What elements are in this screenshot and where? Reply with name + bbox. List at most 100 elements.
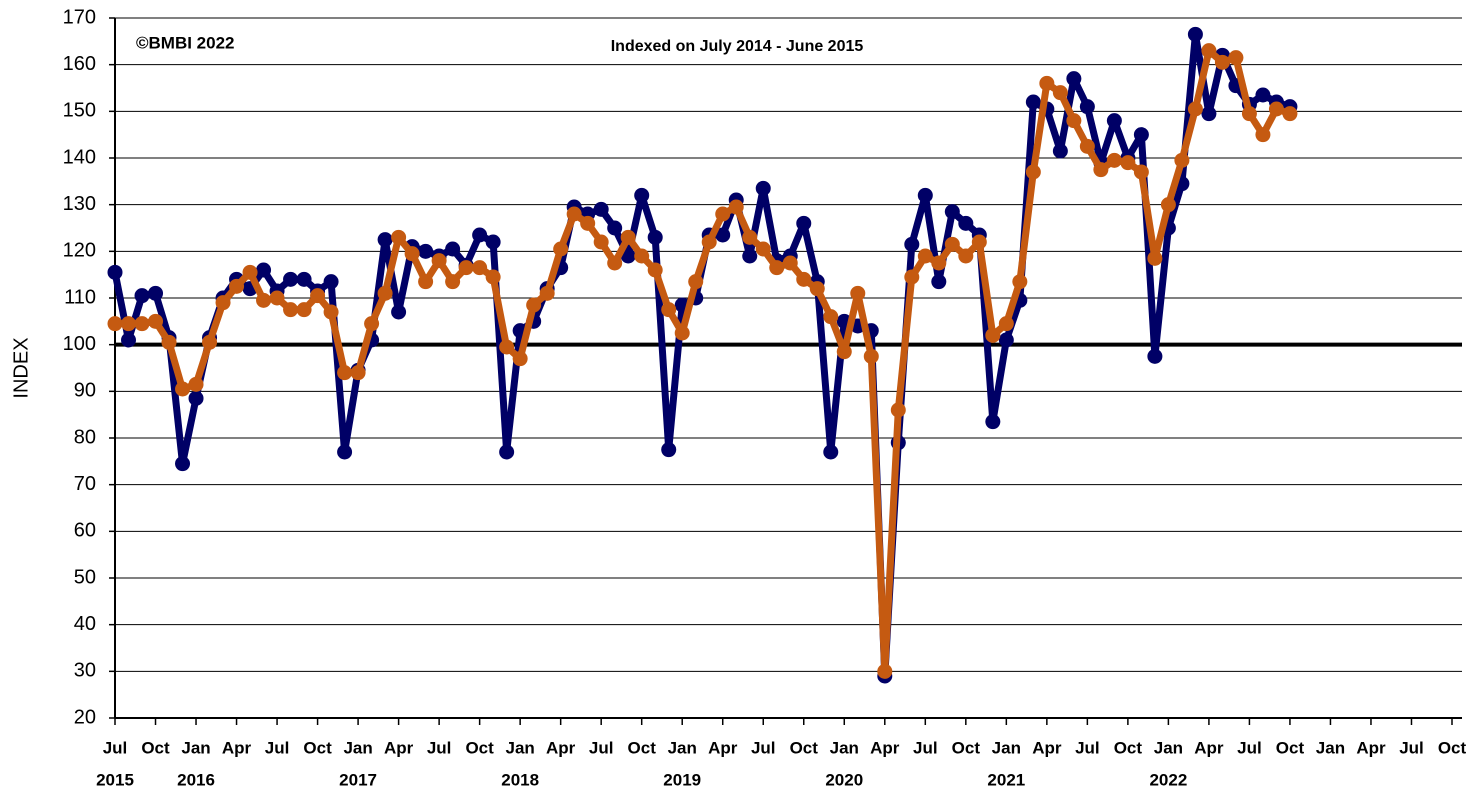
point [863, 348, 879, 364]
point [107, 316, 123, 332]
point [364, 316, 380, 332]
point [445, 274, 461, 290]
y-tick-label: 140 [63, 146, 96, 168]
x-tick-label: Jan [1154, 738, 1183, 757]
point [1268, 101, 1284, 117]
chart-title: Indexed on July 2014 - June 2015 [611, 38, 864, 55]
point [188, 390, 204, 406]
x-tick-label: Jan [343, 738, 372, 757]
series-line [111, 30, 1292, 680]
x-tick-label: Oct [465, 738, 494, 757]
point [1052, 143, 1068, 159]
y-tick-label: 30 [74, 660, 96, 682]
point [161, 334, 177, 350]
point [1106, 152, 1122, 168]
point [1201, 43, 1217, 59]
x-tick-label: Oct [790, 738, 819, 757]
point [418, 243, 434, 259]
point [229, 278, 245, 294]
point [1079, 138, 1095, 154]
point [1012, 274, 1028, 290]
point [121, 332, 137, 348]
point [512, 351, 528, 367]
y-tick-label: 160 [63, 53, 96, 75]
year-label: 2021 [987, 770, 1025, 789]
point [1079, 99, 1095, 115]
point [1160, 197, 1176, 213]
y-tick-label: 100 [63, 333, 96, 355]
point [580, 215, 596, 231]
point [593, 234, 609, 250]
y-axis-label: INDEX [10, 337, 32, 398]
point [593, 201, 609, 217]
year-label: 2019 [663, 770, 701, 789]
point [323, 274, 339, 290]
x-tick-label: Jan [1316, 738, 1345, 757]
x-tick-label: Oct [141, 738, 170, 757]
point [1201, 106, 1217, 122]
x-tick-label: Jul [1237, 738, 1262, 757]
point [566, 206, 582, 222]
point [1214, 54, 1230, 70]
point [337, 444, 353, 460]
point [1120, 155, 1136, 171]
point [742, 248, 758, 264]
point [1187, 101, 1203, 117]
point [134, 316, 150, 332]
x-tick-label: Jan [992, 738, 1021, 757]
point [445, 241, 461, 257]
point [458, 260, 474, 276]
point [809, 281, 825, 297]
point [296, 302, 312, 318]
point [188, 376, 204, 392]
x-tick-label: Jul [751, 738, 776, 757]
point [1147, 250, 1163, 266]
x-tick-label: Apr [222, 738, 252, 757]
point [904, 236, 920, 252]
point [431, 253, 447, 269]
year-label: 2020 [825, 770, 863, 789]
x-tick-label: Apr [708, 738, 738, 757]
point [620, 229, 636, 245]
point [836, 344, 852, 360]
point [971, 234, 987, 250]
point [917, 248, 933, 264]
y-tick-label: 50 [74, 566, 96, 588]
point [917, 187, 933, 203]
point [391, 304, 407, 320]
point [944, 236, 960, 252]
x-tick-label: Apr [546, 738, 576, 757]
point [647, 229, 663, 245]
annotation: ©BMBI 2022 [136, 33, 235, 52]
point [148, 313, 164, 329]
point [1066, 71, 1082, 87]
point [1025, 94, 1041, 110]
point [539, 285, 555, 301]
point [472, 227, 488, 243]
x-tick-label: Jul [103, 738, 128, 757]
year-label: 2015 [96, 770, 134, 789]
point [134, 288, 150, 304]
y-tick-label: 20 [74, 706, 96, 728]
point [404, 246, 420, 262]
point [998, 332, 1014, 348]
point [1052, 85, 1068, 101]
x-tick-label: Jul [1075, 738, 1100, 757]
point [391, 229, 407, 245]
point [823, 444, 839, 460]
point [283, 302, 299, 318]
point [985, 327, 1001, 343]
point [850, 285, 866, 301]
point [701, 234, 717, 250]
x-tick-label: Apr [384, 738, 414, 757]
point [350, 365, 366, 381]
year-label: 2016 [177, 770, 215, 789]
point [107, 264, 123, 280]
point [242, 264, 258, 280]
point [485, 269, 501, 285]
point [661, 442, 677, 458]
point [688, 274, 704, 290]
x-tick-label: Oct [1276, 738, 1305, 757]
series-line [115, 47, 1292, 675]
